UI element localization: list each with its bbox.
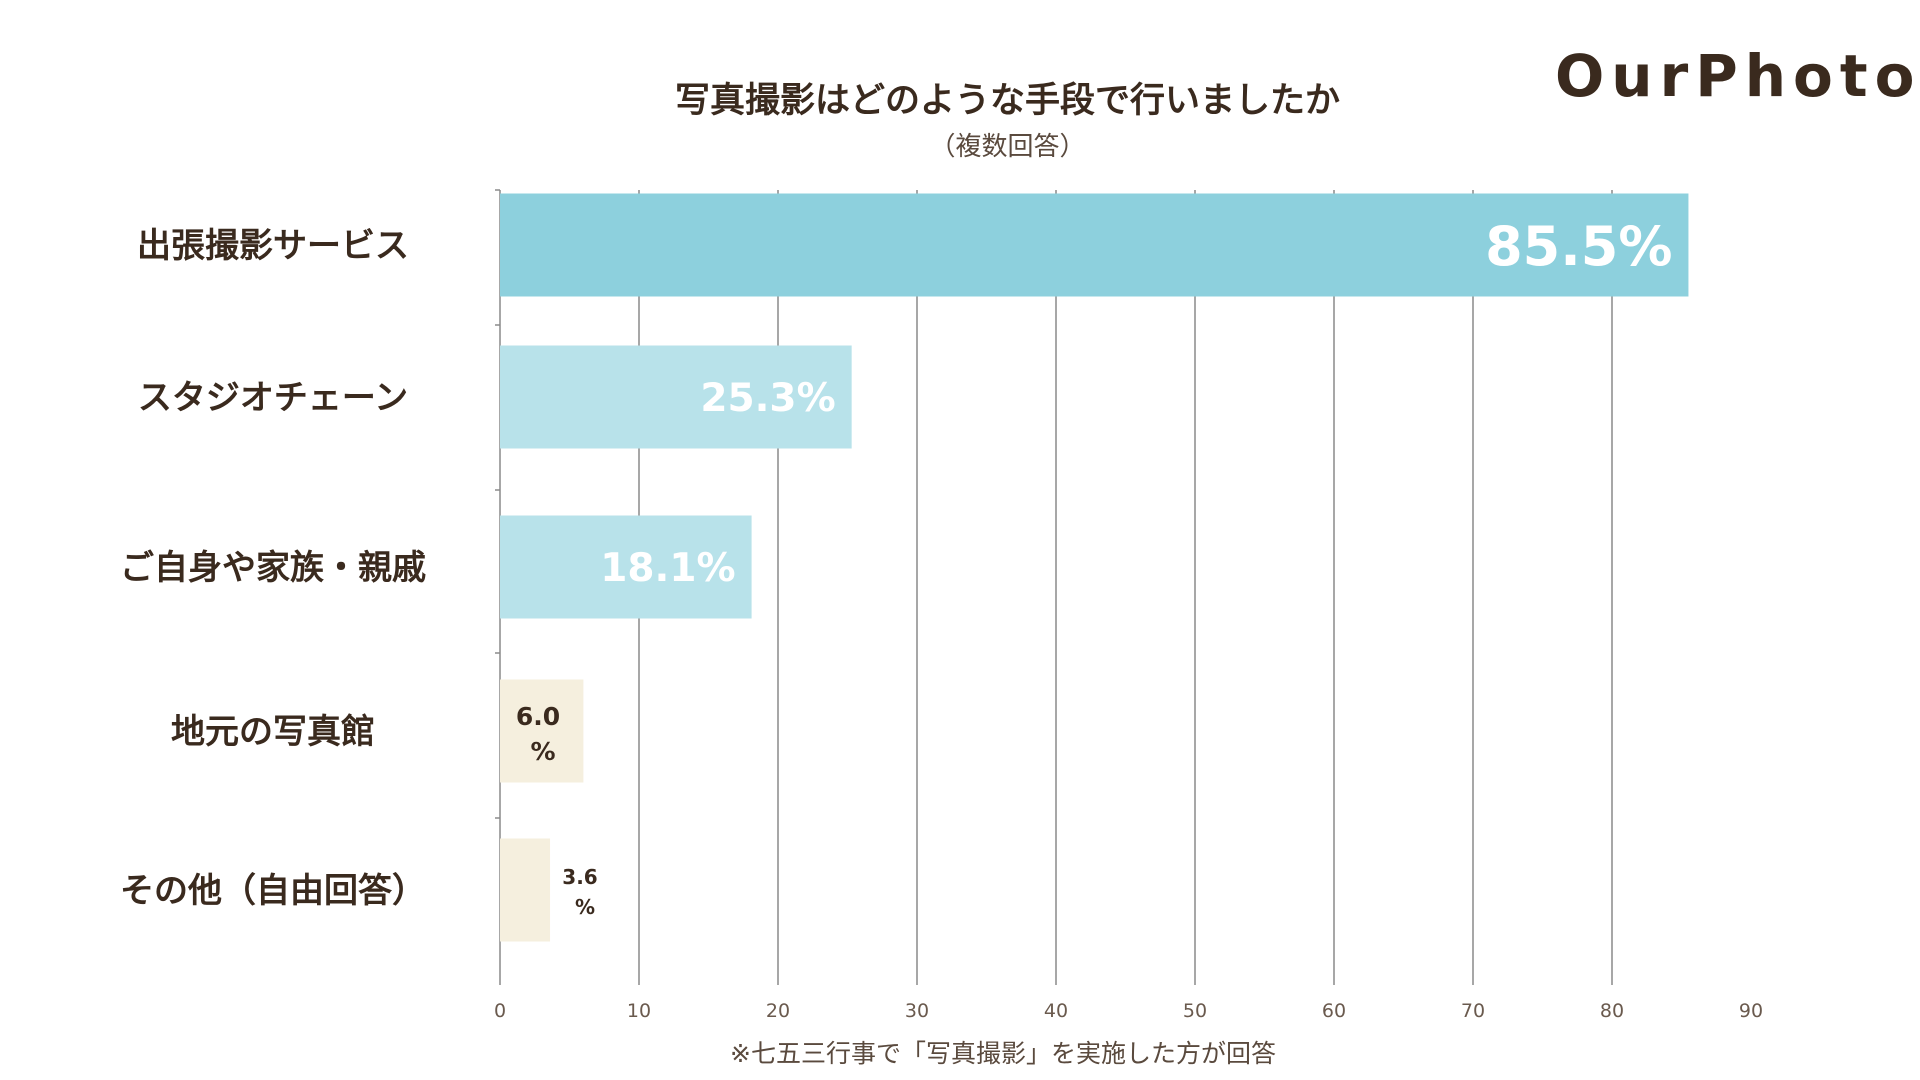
bar — [500, 679, 584, 783]
x-tick-label: 70 — [1461, 1000, 1485, 1022]
x-tick-label: 60 — [1322, 1000, 1346, 1022]
brand-logo: OurPhoto — [1555, 42, 1920, 110]
x-tick-label: 10 — [627, 1000, 651, 1022]
bar — [500, 515, 752, 619]
x-tick-label: 50 — [1183, 1000, 1207, 1022]
category-label: 出張撮影サービス — [137, 226, 409, 266]
x-tick-label: 40 — [1044, 1000, 1068, 1022]
x-tick-label: 90 — [1739, 1000, 1763, 1022]
category-label: スタジオチェーン — [138, 378, 408, 418]
data-label: 25.3% — [700, 376, 835, 421]
category-label: その他（自由回答） — [120, 871, 426, 911]
bar — [500, 838, 551, 942]
data-label: 6.0% — [516, 702, 560, 766]
category-label: ご自身や家族・親戚 — [120, 548, 426, 588]
bar — [500, 345, 852, 449]
x-tick-label: 20 — [766, 1000, 790, 1022]
x-tick-label: 30 — [905, 1000, 929, 1022]
chart-subtitle: （複数回答） — [929, 132, 1086, 162]
category-label: 地元の写真館 — [171, 712, 375, 752]
data-label: 18.1% — [600, 546, 735, 591]
footnote: ※七五三行事で「写真撮影」を実施した方が回答 — [730, 1039, 1276, 1068]
x-tick-label: 80 — [1600, 1000, 1624, 1022]
chart-title: 写真撮影はどのような手段で行いましたか — [674, 81, 1340, 121]
data-label: 3.6% — [562, 865, 597, 919]
bar — [500, 193, 1689, 297]
data-label: 85.5% — [1485, 215, 1672, 278]
x-tick-label: 0 — [494, 1000, 506, 1022]
